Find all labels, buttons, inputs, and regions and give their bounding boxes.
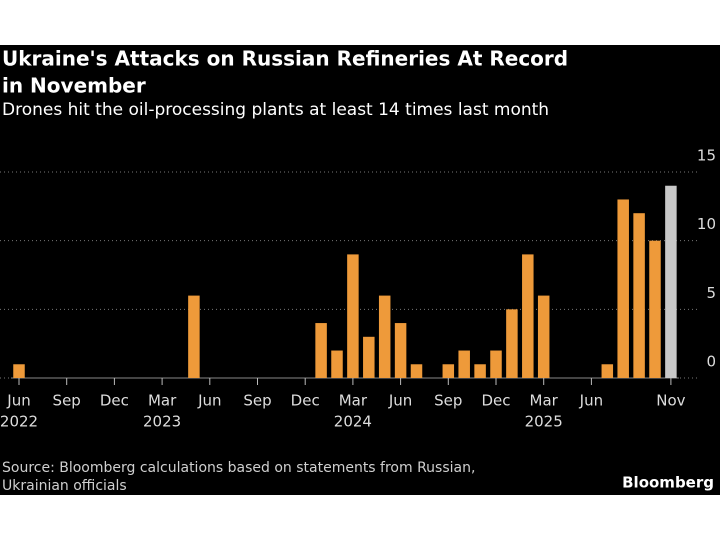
- x-tick-label: Dec: [291, 392, 320, 410]
- chart-title: in November: [2, 74, 146, 98]
- bar: [331, 350, 343, 378]
- bar: [601, 364, 614, 378]
- x-tick-label: Dec: [481, 392, 510, 410]
- bar: [649, 240, 661, 378]
- x-tick-label: Sep: [434, 392, 462, 410]
- bar: [363, 336, 375, 378]
- bar: [13, 364, 25, 378]
- bar: [506, 309, 518, 378]
- x-tick-label: Jun: [579, 392, 603, 410]
- x-tick-label: Mar: [530, 392, 559, 410]
- bar: [410, 364, 423, 378]
- y-tick-label: 0: [706, 353, 716, 371]
- x-year-label: 2023: [143, 413, 181, 431]
- x-tick-label: Nov: [656, 392, 685, 410]
- x-tick-label: Sep: [53, 392, 81, 410]
- source: Source: Bloomberg calculations based on …: [2, 460, 475, 476]
- bar: [458, 350, 470, 378]
- bar: [315, 323, 327, 378]
- bar: [378, 295, 391, 378]
- x-tick-label: Jun: [197, 392, 221, 410]
- background: [0, 45, 720, 495]
- bar: [490, 350, 502, 378]
- x-tick-label: Mar: [148, 392, 177, 410]
- x-tick-label: Jun: [388, 392, 412, 410]
- x-year-label: 2025: [525, 413, 563, 431]
- source: Ukrainian officials: [2, 478, 127, 494]
- bar: [442, 364, 455, 378]
- y-tick-label: 5: [706, 284, 716, 302]
- y-tick-label: 10: [697, 215, 716, 233]
- x-tick-label: Dec: [100, 392, 129, 410]
- x-tick-label: Sep: [243, 392, 271, 410]
- bar: [522, 254, 534, 378]
- x-tick-label: Mar: [339, 392, 368, 410]
- brand: Bloomberg: [622, 474, 714, 492]
- x-year-label: 2024: [334, 413, 372, 431]
- bar: [347, 254, 359, 378]
- bar: [633, 213, 645, 378]
- bar: [474, 364, 486, 378]
- bar: [617, 199, 629, 378]
- bar: [188, 295, 200, 378]
- y-tick-label: 15: [697, 147, 716, 165]
- chart-subtitle: Drones hit the oil-processing plants at …: [2, 100, 549, 120]
- bar: [665, 185, 677, 378]
- x-year-label: 2022: [0, 413, 38, 431]
- bar: [537, 295, 550, 378]
- x-tick-label: Jun: [6, 392, 30, 410]
- bar: [394, 323, 407, 378]
- chart-title: Ukraine's Attacks on Russian Refineries …: [2, 47, 568, 71]
